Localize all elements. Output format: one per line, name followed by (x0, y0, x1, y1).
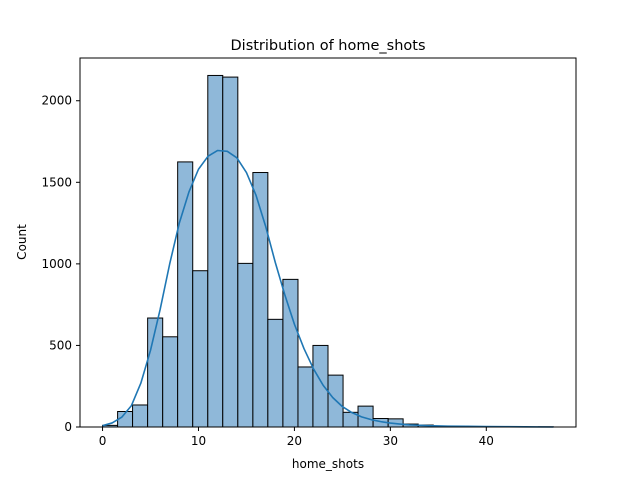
kde-line (102, 149, 554, 428)
histogram-bar (132, 404, 149, 428)
histogram-bar (147, 317, 164, 428)
x-tick-label: 0 (99, 434, 107, 448)
histogram-bar (162, 336, 179, 428)
histogram-bar (222, 76, 239, 428)
histogram-bar (312, 344, 329, 428)
histogram-bar (282, 278, 299, 428)
y-tick-label: 1500 (41, 175, 72, 189)
x-tick-label: 30 (383, 434, 398, 448)
histogram-bar (192, 270, 209, 428)
x-axis-label: home_shots (292, 457, 364, 471)
chart-title: Distribution of home_shots (231, 38, 426, 54)
x-tick-label: 40 (479, 434, 494, 448)
histogram-bar (207, 74, 224, 428)
y-tick-label: 2000 (41, 94, 72, 108)
x-tick-label: 10 (191, 434, 206, 448)
y-tick-label: 500 (49, 338, 72, 352)
bars-layer (102, 74, 554, 428)
kde-layer (102, 149, 554, 428)
plot-frame (79, 57, 577, 428)
x-tick-label: 20 (287, 434, 302, 448)
histogram-bar (267, 318, 284, 428)
axes-layer: 0 10 20 30 40 0 500 1000 1500 2000 (41, 57, 577, 448)
histogram-bar (297, 366, 314, 428)
y-axis-label: Count (15, 224, 29, 260)
histogram-bar (237, 262, 254, 428)
y-tick-label: 0 (64, 420, 72, 434)
y-tick-label: 1000 (41, 257, 72, 271)
